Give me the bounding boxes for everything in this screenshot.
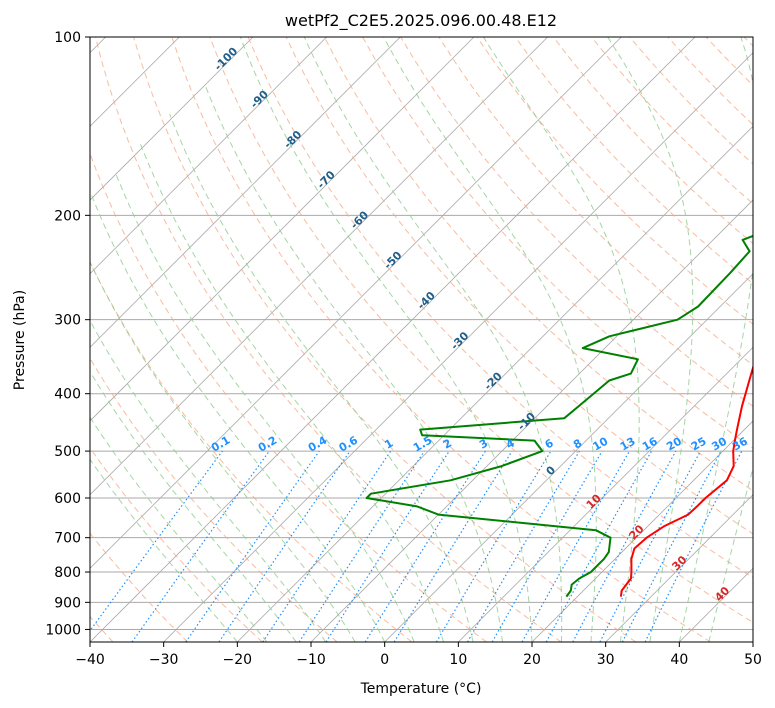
x-tick-label: −30	[149, 652, 179, 668]
moist-adiabat-line	[708, 466, 753, 642]
dry-adiabat-line	[95, 37, 562, 642]
isotherm-line	[90, 37, 475, 422]
temperature-profile	[619, 364, 753, 597]
mixing-ratio-line	[393, 450, 513, 642]
mixing-ratio-line	[131, 450, 270, 642]
moist-adiabat-line	[482, 37, 640, 642]
y-tick-label: 900	[54, 595, 81, 611]
mixing-ratio-line	[90, 450, 223, 632]
x-tick-label: −20	[223, 652, 253, 668]
dry-adiabat-line	[90, 357, 338, 642]
mixing-ratio-line	[545, 450, 653, 642]
series-layer	[365, 234, 753, 598]
mixing-ratio-line	[572, 450, 677, 642]
chart-title: wetPf2_C2E5.2025.096.00.48.E12	[285, 11, 557, 31]
y-tick-label: 800	[54, 565, 81, 581]
isotherm-line	[90, 37, 401, 348]
isotherm-line	[90, 37, 696, 642]
moist-adiabat-line	[90, 416, 268, 642]
y-tick-label: 1000	[45, 622, 81, 638]
plot-area	[90, 37, 753, 642]
x-axis-label: Temperature (°C)	[360, 681, 482, 697]
y-tick-label: 300	[54, 313, 81, 329]
moist-adiabat-line	[91, 195, 386, 642]
adiabat-layer	[90, 37, 753, 642]
moist-adiabat-line	[115, 173, 415, 642]
x-tick-label: −40	[75, 652, 105, 668]
isotherm-line	[384, 273, 753, 642]
isotherm-line	[90, 37, 622, 569]
dry-adiabat-line	[247, 37, 753, 579]
y-tick-label: 600	[54, 491, 81, 507]
moist-adiabat-line	[678, 37, 753, 642]
mixing-ratio-line	[262, 450, 392, 642]
isotherm-line	[752, 641, 753, 642]
mixing-ratio-line	[218, 450, 351, 642]
dry-adiabat-line	[209, 37, 753, 623]
dry-adiabat-line	[90, 446, 263, 642]
moist-adiabat-line	[90, 319, 327, 642]
moist-adiabat-line	[90, 260, 356, 642]
dry-adiabat-line	[285, 37, 753, 535]
isotherm-line	[531, 420, 753, 642]
moist-adiabat-line	[239, 37, 533, 642]
moist-adiabat-line	[169, 114, 474, 642]
grid-layer	[90, 37, 753, 642]
moist-adiabat-line	[607, 37, 694, 642]
moist-adiabat-line	[90, 458, 238, 642]
y-tick-label: 100	[54, 30, 81, 46]
x-tick-label: 20	[523, 652, 541, 668]
x-tick-label: −10	[296, 652, 326, 668]
x-axis-ticks: −40 −30 −20 −10 0 10 20 30 40 50	[75, 642, 762, 668]
moist-adiabat-line	[383, 37, 597, 642]
dry-adiabat-line	[514, 37, 753, 285]
mixing-ratio-line	[644, 450, 743, 642]
mixing-ratio-line	[185, 450, 320, 642]
mixing-ratio-line	[325, 450, 450, 642]
x-tick-label: 50	[744, 652, 762, 668]
isotherm-line	[90, 37, 327, 275]
x-tick-label: 10	[449, 652, 467, 668]
mixing-ratio-line	[298, 450, 425, 642]
x-tick-label: 40	[670, 652, 688, 668]
y-axis-label: Pressure (hPa)	[12, 290, 28, 390]
isotherm-line	[90, 37, 548, 496]
isotherm-line	[605, 494, 753, 642]
y-tick-label: 200	[54, 208, 81, 224]
dry-adiabat-line	[323, 37, 753, 492]
dewpoint-profile	[365, 234, 753, 598]
isotherm-line	[163, 52, 753, 642]
isotherm-line	[90, 37, 254, 201]
moist-adiabat-line	[303, 37, 563, 642]
moist-adiabat-line	[204, 83, 503, 642]
isotherm-line	[237, 125, 753, 642]
plot-frame	[89, 36, 754, 643]
y-tick-label: 400	[54, 387, 81, 403]
x-tick-label: 0	[380, 652, 389, 668]
y-tick-label: 700	[54, 531, 81, 547]
dry-adiabat-line	[133, 37, 637, 642]
x-tick-label: 30	[597, 652, 615, 668]
moist-adiabat-line	[90, 370, 297, 642]
dry-adiabat-line	[171, 37, 711, 642]
y-axis-ticks: 100 200 300 400 500 600 700 800 900 1000	[45, 30, 90, 638]
mixing-ratio-line	[521, 450, 631, 642]
plot-background	[90, 37, 753, 642]
y-tick-label: 500	[54, 444, 81, 460]
